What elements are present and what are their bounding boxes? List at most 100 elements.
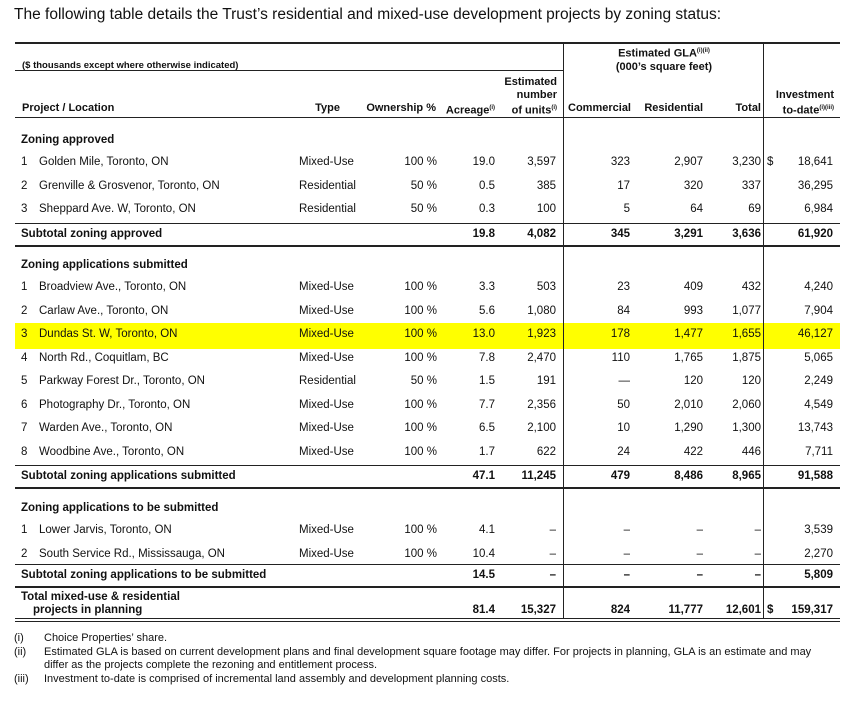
residential: – [696, 569, 703, 581]
residential: – [696, 524, 703, 536]
total: 432 [741, 281, 761, 293]
total: – [754, 569, 761, 581]
residential: 2,010 [674, 398, 703, 411]
investment: 2,249 [804, 375, 833, 387]
acreage: 5.6 [479, 304, 495, 317]
investment: 91,588 [797, 470, 833, 482]
commercial: 5 [623, 203, 630, 215]
commercial: — [618, 375, 631, 387]
acreage: 6.5 [479, 422, 495, 434]
investment: 2,270 [804, 548, 833, 560]
investment: 46,127 [797, 328, 833, 340]
row-number: 2 [21, 304, 28, 317]
investment: 5,065 [804, 351, 833, 364]
section-title: Zoning applications to be submitted [21, 502, 219, 514]
project-name: Warden Ave., Toronto, ON [39, 422, 173, 434]
total: 446 [741, 445, 761, 458]
investment: 7,711 [805, 445, 833, 458]
section-title: Zoning approved [21, 134, 115, 146]
row-number: 3 [21, 328, 28, 340]
section-heading: Zoning applications to be submitted [15, 498, 840, 518]
type: Mixed-Use [299, 351, 354, 364]
investment: 7,904 [804, 304, 833, 317]
project-name: Grenville & Grosvenor, Toronto, ON [39, 179, 220, 192]
units: 191 [536, 375, 556, 387]
residential: 8,486 [674, 470, 703, 482]
total: 2,060 [732, 398, 761, 411]
table-row: 7 Warden Ave., Toronto, ON Mixed-Use 100 % 6… [15, 418, 840, 438]
table-row: 2 Carlaw Ave., Toronto, ON Mixed-Use 100 % 5… [15, 301, 840, 321]
dollar-sign: $ [767, 156, 774, 168]
commercial: 110 [611, 351, 630, 364]
ownership: 100 % [404, 422, 437, 434]
total: 1,300 [732, 422, 761, 434]
units: 622 [536, 445, 556, 458]
units-note: ($ thousands except where otherwise indi… [22, 60, 239, 71]
investment: 13,743 [797, 422, 833, 434]
table-row: 6 Photography Dr., Toronto, ON Mixed-Use 10… [15, 395, 840, 415]
type: Mixed-Use [299, 281, 354, 293]
residential: 2,907 [674, 156, 703, 168]
section-heading: Zoning applications submitted [15, 255, 840, 275]
type: Residential [299, 203, 356, 215]
section-heading: Zoning approved [15, 130, 840, 150]
table-top-rule [15, 42, 840, 44]
commercial: 10 [617, 422, 630, 434]
units: 385 [536, 179, 556, 192]
header-rule [15, 70, 563, 71]
col-acreage: Acreage(i) [445, 104, 495, 117]
project-name: Sheppard Ave. W, Toronto, ON [39, 203, 196, 215]
gla-left-divider [563, 43, 564, 619]
residential: 993 [683, 304, 703, 317]
col-project: Project / Location [22, 102, 115, 114]
section-title: Zoning applications submitted [21, 259, 188, 271]
project-name: Carlaw Ave., Toronto, ON [39, 304, 169, 317]
commercial: – [623, 524, 630, 536]
col-ownership: Ownership % [366, 102, 436, 114]
investment: 4,240 [804, 281, 833, 293]
acreage: 14.5 [472, 569, 495, 581]
acreage: 1.7 [479, 445, 495, 458]
gla-header: Estimated GLA(i)(ii) (000’s square feet) [615, 47, 713, 73]
row-number: 7 [21, 422, 28, 434]
units: 3,597 [527, 156, 556, 168]
row-number: 2 [21, 548, 28, 560]
total: 3,636 [732, 228, 761, 240]
acreage: 47.1 [472, 470, 495, 482]
residential: 409 [683, 281, 703, 293]
type: Residential [299, 179, 356, 192]
total-top-rule [15, 586, 840, 588]
type: Mixed-Use [299, 422, 354, 434]
grand-total-row: Total mixed-use & residential projects i… [15, 590, 840, 620]
acreage: 1.5 [479, 375, 495, 387]
commercial: – [623, 548, 630, 560]
total: 120 [741, 375, 761, 387]
project-name: Woodbine Ave., Toronto, ON [39, 445, 185, 458]
units: 2,356 [527, 398, 556, 411]
ownership: 100 % [404, 156, 437, 168]
row-number: 8 [21, 445, 28, 458]
col-commercial: Commercial [568, 102, 631, 114]
total: 1,077 [732, 304, 761, 317]
row-number: 1 [21, 156, 28, 168]
ownership: 100 % [404, 398, 437, 411]
acreage: 4.1 [479, 524, 495, 536]
investment: 4,549 [804, 398, 833, 411]
residential: 1,477 [674, 328, 703, 340]
header-bottom-rule [15, 117, 840, 118]
investment: 61,920 [797, 228, 833, 240]
subtotal-row: Subtotal zoning applications submitted 47… [15, 466, 840, 486]
footnote-text: Choice Properties’ share. [44, 632, 168, 644]
table-row: 1 Broadview Ave., Toronto, ON Mixed-Use 100… [15, 277, 840, 297]
type: Residential [299, 375, 356, 387]
ownership: 100 % [404, 351, 437, 364]
commercial: 24 [617, 445, 630, 458]
units: – [549, 524, 556, 536]
total-units: 15,327 [520, 604, 556, 616]
total: 1,875 [732, 351, 761, 364]
units: 100 [536, 203, 556, 215]
residential: 3,291 [674, 228, 703, 240]
residential: 320 [683, 179, 703, 192]
commercial: 178 [610, 328, 630, 340]
table-row: 1 Golden Mile, Toronto, ON Mixed-Use 100 % 1… [15, 152, 840, 172]
